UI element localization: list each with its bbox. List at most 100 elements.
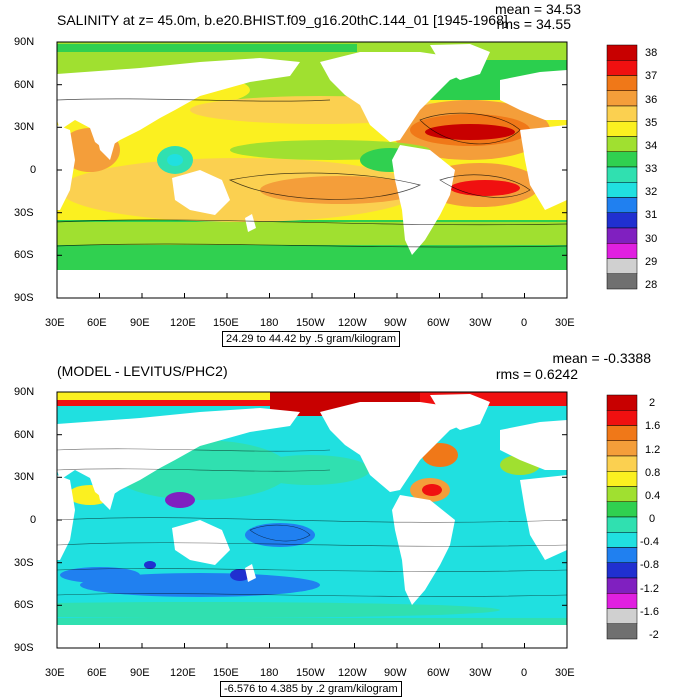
- panel2-ytick: 90N: [14, 386, 35, 398]
- colorbar-swatch: [606, 410, 638, 426]
- panel2-mean: mean = -0.3388: [552, 350, 651, 366]
- colorbar-swatch: [606, 75, 638, 91]
- panel2-xtick: 60E: [87, 667, 107, 679]
- panel2-colorbar-label: 1.2: [645, 444, 661, 456]
- colorbar-swatch: [606, 273, 638, 290]
- colorbar-swatch: [606, 105, 638, 122]
- colorbar-swatch: [606, 440, 638, 457]
- panel2-colorbar-label: -1.6: [640, 606, 659, 618]
- panel2-contour-info: -6.576 to 4.385 by .2 gram/kilogram: [220, 681, 402, 697]
- panel1-xtick: 30E: [555, 317, 575, 329]
- panel1-colorbar-label: 29: [645, 256, 658, 268]
- panel2-xtick: 150W: [296, 667, 325, 679]
- panel1-ytick: 60N: [14, 79, 35, 91]
- panel1-ytick: 90N: [14, 36, 35, 48]
- colorbar-swatch: [606, 608, 638, 624]
- panel2-colorbar: [606, 394, 638, 640]
- colorbar-swatch: [606, 243, 638, 259]
- panel1-colorbar-label: 38: [645, 47, 658, 59]
- panel1-title: SALINITY at z= 45.0m, b.e20.BHIST.f09_g1…: [57, 12, 508, 28]
- panel1-xtick: 120W: [338, 317, 367, 329]
- panel1-contours: [57, 98, 567, 248]
- colorbar-swatch: [606, 136, 638, 152]
- panel1-colorbar-label: 35: [645, 117, 658, 129]
- panel2-xtick: 30W: [469, 667, 492, 679]
- panel2-colorbar-label: 2: [649, 397, 656, 409]
- colorbar-swatch: [606, 547, 638, 563]
- colorbar-swatch: [606, 425, 638, 441]
- colorbar-swatch: [606, 501, 638, 518]
- panel2-ytick: 0: [30, 514, 37, 526]
- panel1-xtick: 180: [260, 317, 279, 329]
- panel2-ytick: 60N: [14, 429, 35, 441]
- colorbar-swatch: [606, 258, 638, 274]
- panel2-xtick: 30E: [555, 667, 575, 679]
- panel2-ytick: 30N: [14, 471, 35, 483]
- panel1-colorbar-label: 36: [645, 94, 658, 106]
- colorbar-swatch: [606, 577, 638, 594]
- panel2-colorbar-label: -2: [649, 629, 659, 641]
- panel1-xtick: 150W: [296, 317, 325, 329]
- panel1-ytick: 0: [30, 164, 37, 176]
- colorbar-swatch: [606, 593, 638, 609]
- panel1-ytick: 60S: [14, 249, 34, 261]
- panel1-colorbar-label: 34: [645, 140, 658, 152]
- panel1-colorbar-label: 32: [645, 186, 658, 198]
- colorbar-swatch: [606, 197, 638, 213]
- panel2-ytick: 60S: [14, 599, 34, 611]
- panel1-mean: mean = 34.53: [494, 1, 581, 17]
- colorbar-swatch: [606, 151, 638, 168]
- panel1-xtick: 60W: [427, 317, 450, 329]
- panel2-xtick: 180: [260, 667, 279, 679]
- colorbar-swatch: [606, 516, 638, 533]
- panel2-colorbar-label: -1.2: [640, 583, 659, 595]
- panel1-xtick: 150E: [213, 317, 239, 329]
- colorbar-swatch: [606, 90, 638, 107]
- panel2-contours: [57, 448, 567, 597]
- colorbar-swatch: [606, 471, 638, 487]
- colorbar-swatch: [606, 623, 638, 640]
- panel2-xtick: 90W: [384, 667, 407, 679]
- panel1-ticks: [56, 41, 568, 299]
- panel2-colorbar-label: -0.8: [640, 559, 659, 571]
- colorbar-swatch: [606, 455, 638, 472]
- colorbar-swatch: [606, 227, 638, 244]
- colorbar-swatch: [606, 60, 638, 76]
- panel1-xtick: 120E: [170, 317, 196, 329]
- panel2-colorbar-label: 0.8: [645, 467, 661, 479]
- panel2-colorbar-label: 1.6: [645, 420, 661, 432]
- colorbar-swatch: [606, 44, 638, 61]
- panel2-ticks: [56, 391, 568, 649]
- panel1-rms: rms = 34.55: [496, 16, 571, 32]
- colorbar-swatch: [606, 532, 638, 548]
- panel1-xtick: 60E: [87, 317, 107, 329]
- panel1-xtick: 90W: [384, 317, 407, 329]
- panel1-ytick: 30N: [14, 121, 35, 133]
- colorbar-swatch: [606, 212, 638, 229]
- colorbar-swatch: [606, 182, 638, 198]
- panel1-contour-info: 24.29 to 44.42 by .5 gram/kilogram: [222, 331, 400, 347]
- panel2-xtick: 0: [521, 667, 528, 679]
- panel2-colorbar-label: -0.4: [640, 536, 659, 548]
- panel1-xtick: 30E: [45, 317, 65, 329]
- panel1-colorbar-label: 33: [645, 163, 658, 175]
- panel2-ytick: 30S: [14, 557, 34, 569]
- panel1-colorbar-label: 30: [645, 233, 658, 245]
- panel2-xtick: 120W: [338, 667, 367, 679]
- panel2-colorbar-label: 0.4: [645, 490, 661, 502]
- colorbar-swatch: [606, 394, 638, 411]
- panel1-xtick: 0: [521, 317, 528, 329]
- panel1-ytick: 90S: [14, 292, 34, 304]
- panel2-xtick: 90E: [130, 667, 150, 679]
- panel2-colorbar-label: 0: [649, 513, 656, 525]
- panel1-ytick: 30S: [14, 207, 34, 219]
- panel2-ytick: 90S: [14, 642, 34, 654]
- colorbar-swatch: [606, 166, 638, 183]
- panel2-xtick: 60W: [427, 667, 450, 679]
- panel2-xtick: 30E: [45, 667, 65, 679]
- colorbar-swatch: [606, 486, 638, 502]
- colorbar-swatch: [606, 562, 638, 579]
- panel1-xtick: 90E: [130, 317, 150, 329]
